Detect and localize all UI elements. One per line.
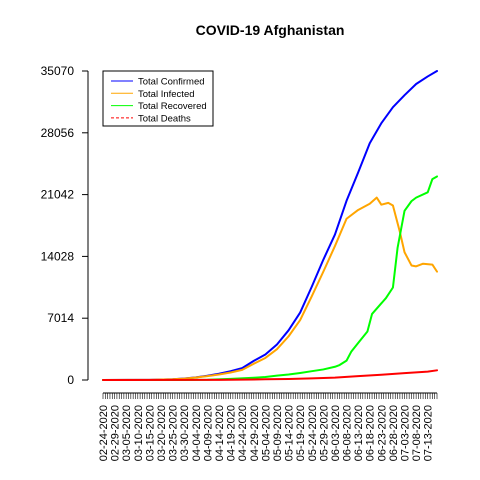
- series-line-total-infected: [102, 196, 438, 381]
- x-tick-label: 06-18-2020: [365, 405, 377, 461]
- x-tick-label: 05-24-2020: [307, 405, 319, 461]
- x-tick-label: 03-30-2020: [179, 405, 191, 461]
- legend-box: [102, 70, 214, 127]
- x-tick-label: 07-08-2020: [411, 405, 423, 461]
- x-tick-label: 02-24-2020: [98, 405, 110, 461]
- series-line-total-recovered: [102, 175, 438, 381]
- x-axis: 02-24-2020 02-29-2020 03-05-2020 03-10-2020…: [98, 392, 438, 461]
- x-tick-label: 06-03-2020: [330, 405, 342, 461]
- x-tick-label: 06-08-2020: [342, 405, 354, 461]
- x-tick-label: 03-10-2020: [133, 405, 145, 461]
- x-tick-label: 06-13-2020: [353, 405, 365, 461]
- x-tick-label: 04-19-2020: [226, 405, 238, 461]
- x-tick-label: 05-09-2020: [272, 405, 284, 461]
- legend-label-total-confirmed: Total Confirmed: [138, 77, 205, 88]
- x-tick-label: 07-13-2020: [423, 405, 435, 461]
- series-lines: [102, 70, 438, 381]
- y-tick-label: 0: [67, 373, 74, 387]
- x-tick-label: 04-14-2020: [214, 405, 226, 461]
- legend-label-total-deaths: Total Deaths: [138, 113, 191, 124]
- x-tick-label: 05-29-2020: [318, 405, 330, 461]
- chart-title: COVID-19 Afghanistan: [196, 22, 345, 38]
- x-tick-label: 05-14-2020: [284, 405, 296, 461]
- x-tick-label: 05-19-2020: [295, 405, 307, 461]
- x-tick-label: 03-20-2020: [156, 405, 168, 461]
- y-tick-label: 7014: [47, 311, 74, 325]
- x-tick-label: 07-03-2020: [400, 405, 412, 461]
- x-tick-label: 06-28-2020: [388, 405, 400, 461]
- y-tick-label: 28056: [41, 126, 75, 140]
- x-tick-label: 03-15-2020: [144, 405, 156, 461]
- x-tick-label: 03-05-2020: [121, 405, 133, 461]
- x-tick-label: 04-24-2020: [237, 405, 249, 461]
- legend-label-total-infected: Total Infected: [138, 89, 195, 100]
- series-line-total-deaths: [102, 369, 438, 381]
- y-tick-label: 21042: [41, 188, 75, 202]
- y-axis: 0 7014 14028 21042 28056 35070: [41, 64, 89, 387]
- x-tick-label: 04-29-2020: [249, 405, 261, 461]
- y-tick-label: 35070: [41, 64, 75, 78]
- x-tick-label: 04-09-2020: [202, 405, 214, 461]
- x-tick-label: 06-23-2020: [376, 405, 388, 461]
- x-tick-label: 05-04-2020: [260, 405, 272, 461]
- legend-label-total-recovered: Total Recovered: [138, 101, 207, 112]
- x-tick-label: 02-29-2020: [110, 405, 122, 461]
- x-tick-label: 03-25-2020: [168, 405, 180, 461]
- x-tick-label: 04-04-2020: [191, 405, 203, 461]
- y-tick-label: 14028: [41, 249, 75, 263]
